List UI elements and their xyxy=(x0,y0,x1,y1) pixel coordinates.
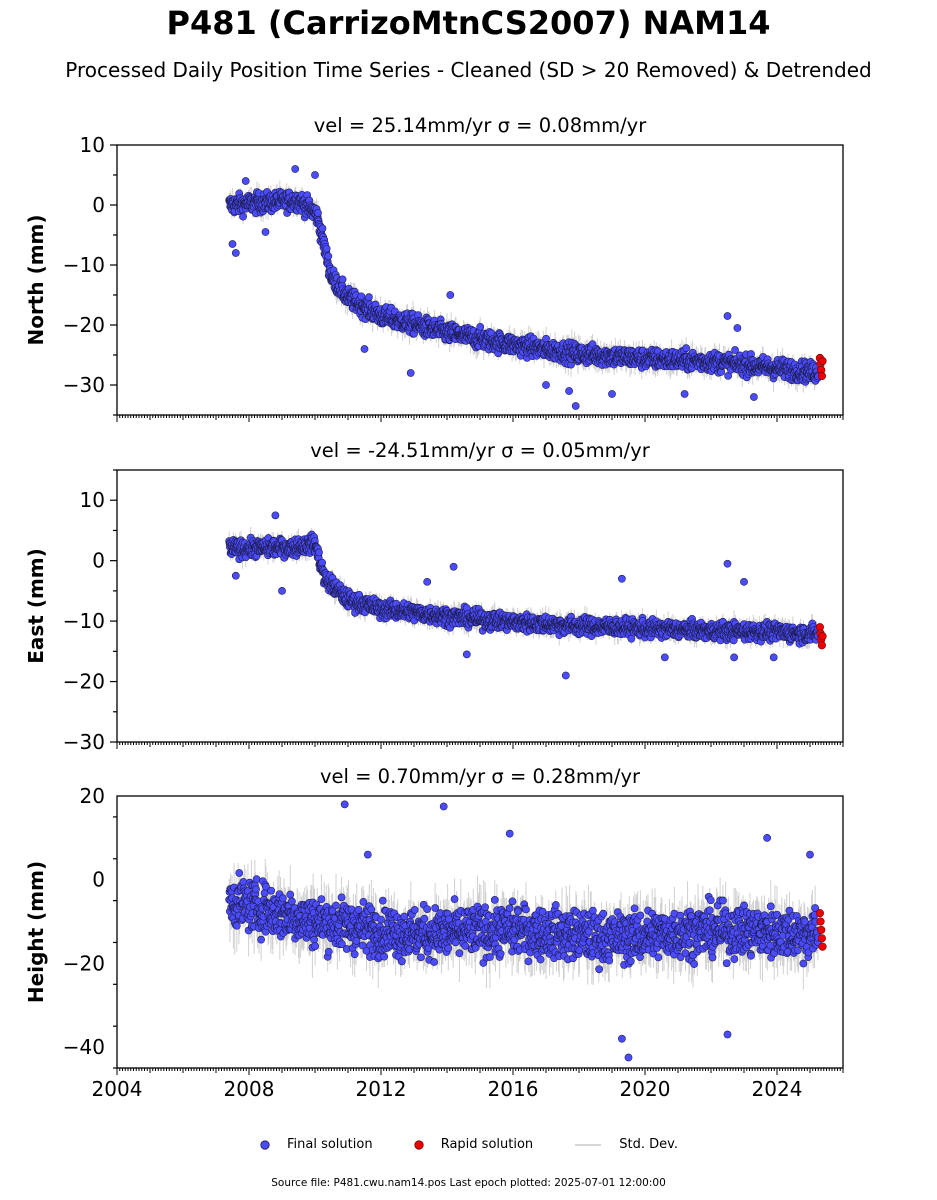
final-solution-points xyxy=(225,511,823,680)
figure-subtitle: Processed Daily Position Time Series - C… xyxy=(65,58,872,82)
final-point xyxy=(731,346,739,354)
panel-title: vel = 25.14mm/yr σ = 0.08mm/yr xyxy=(314,114,647,137)
y-ticks xyxy=(110,144,117,416)
y-tick-label: −10 xyxy=(63,253,105,277)
final-point xyxy=(682,344,691,352)
final-point-outlier xyxy=(406,369,415,377)
y-tick-label: 0 xyxy=(92,193,105,217)
final-point xyxy=(239,212,247,221)
final-point xyxy=(315,548,323,557)
final-point xyxy=(338,275,347,284)
final-point-outlier xyxy=(733,324,742,332)
final-point xyxy=(318,558,326,567)
x-ticks xyxy=(116,415,844,422)
final-point-outlier xyxy=(360,345,369,353)
final-point-outlier xyxy=(261,228,270,236)
final-point-outlier xyxy=(228,240,237,248)
final-point-outlier xyxy=(723,312,732,320)
final-point-outlier xyxy=(291,165,300,173)
plot-area xyxy=(225,165,827,410)
final-point xyxy=(322,244,331,253)
time-series-plots: 10 0 −10 −20 −30 North (mm) vel = 25.14mm/yr σ… xyxy=(24,114,844,1101)
y-axis-label: North (mm) xyxy=(24,214,48,345)
final-point xyxy=(357,292,366,301)
final-solution-points xyxy=(225,165,823,410)
final-point-outlier xyxy=(241,177,250,185)
y-tick-label: −20 xyxy=(63,313,105,337)
panel-north: 10 0 −10 −20 −30 North (mm) vel = 25.14mm/yr σ… xyxy=(24,114,844,422)
final-point-outlier xyxy=(231,249,240,257)
final-point xyxy=(324,252,333,261)
y-tick-label: 10 xyxy=(80,133,105,157)
final-point-outlier xyxy=(446,291,455,299)
final-point-outlier xyxy=(571,402,580,410)
final-point-outlier xyxy=(311,171,319,179)
final-point xyxy=(476,323,485,331)
final-point-outlier xyxy=(680,390,689,398)
final-point-outlier xyxy=(565,387,573,395)
final-point-outlier xyxy=(750,393,758,401)
final-point xyxy=(318,224,327,233)
plot-area xyxy=(225,511,827,680)
rapid-solution-points xyxy=(815,353,827,381)
plot-frame xyxy=(116,144,844,416)
final-point xyxy=(365,293,373,302)
final-point xyxy=(314,208,322,217)
y-tick-label: −30 xyxy=(63,373,105,397)
rapid-point xyxy=(818,356,827,366)
rapid-point xyxy=(817,371,826,381)
figure-title: P481 (CarrizoMtnCS2007) NAM14 xyxy=(166,4,771,42)
final-point-outlier xyxy=(608,390,616,398)
final-point-outlier xyxy=(542,381,550,389)
